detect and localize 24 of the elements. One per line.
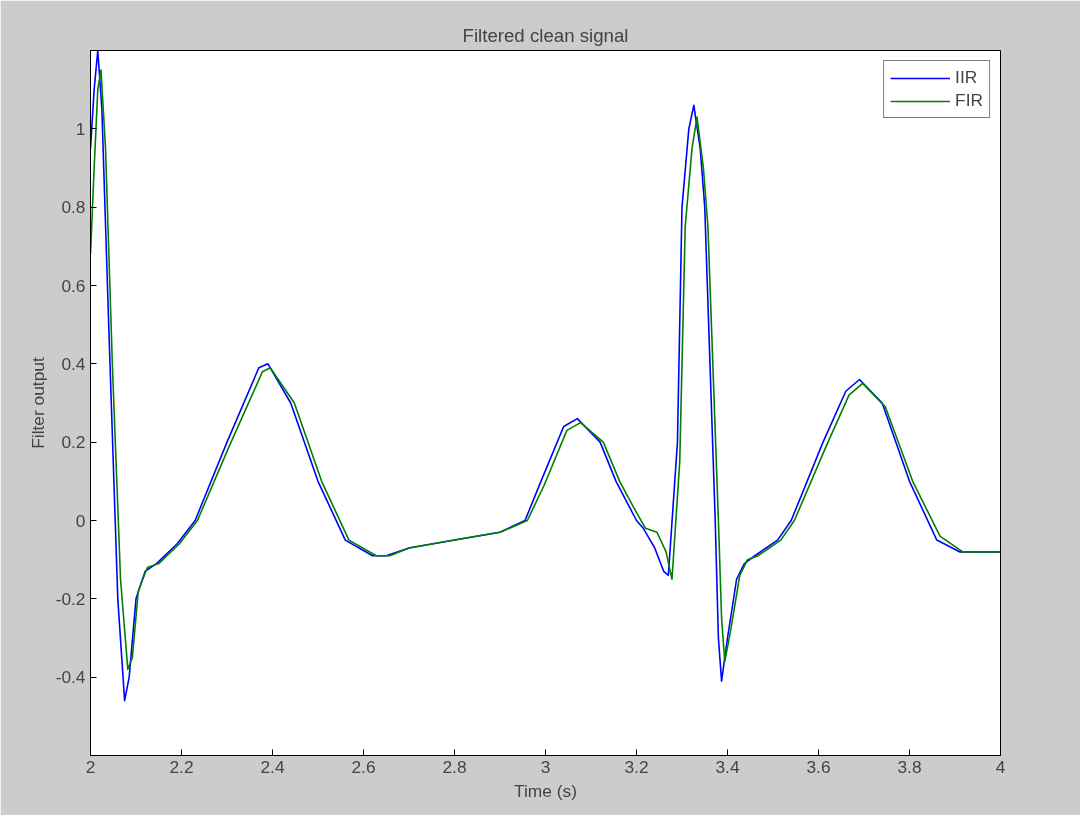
x-tick-label: 3.8 bbox=[897, 756, 922, 777]
x-tick-label: 2.4 bbox=[260, 756, 285, 777]
x-tick-label: 3 bbox=[540, 756, 551, 777]
y-tick-label: 0.4 bbox=[61, 353, 86, 374]
legend-label: IIR bbox=[955, 67, 978, 88]
y-tick-label: 0.8 bbox=[61, 197, 86, 218]
y-axis-title: Filter output bbox=[27, 357, 48, 449]
x-tick-label: 2.2 bbox=[169, 756, 194, 777]
y-tick-label: 0.2 bbox=[61, 432, 86, 453]
legend-label: FIR bbox=[955, 90, 983, 111]
x-tick-label: 4 bbox=[995, 756, 1006, 777]
chart-title: Filtered clean signal bbox=[462, 24, 629, 46]
y-tick-label: 0.6 bbox=[61, 275, 86, 296]
y-tick-label: -0.4 bbox=[55, 667, 86, 688]
y-tick-label: 0 bbox=[75, 510, 86, 531]
x-axis-title: Time (s) bbox=[514, 780, 577, 801]
x-tick-label: 2 bbox=[85, 756, 96, 777]
x-tick-label: 2.6 bbox=[351, 756, 376, 777]
x-tick-label: 2.8 bbox=[442, 756, 467, 777]
y-tick-label: 1 bbox=[75, 118, 86, 139]
x-tick-label: 3.4 bbox=[715, 756, 740, 777]
x-tick-label: 3.2 bbox=[624, 756, 649, 777]
x-tick-label: 3.6 bbox=[806, 756, 831, 777]
y-tick-label: -0.2 bbox=[55, 588, 86, 609]
